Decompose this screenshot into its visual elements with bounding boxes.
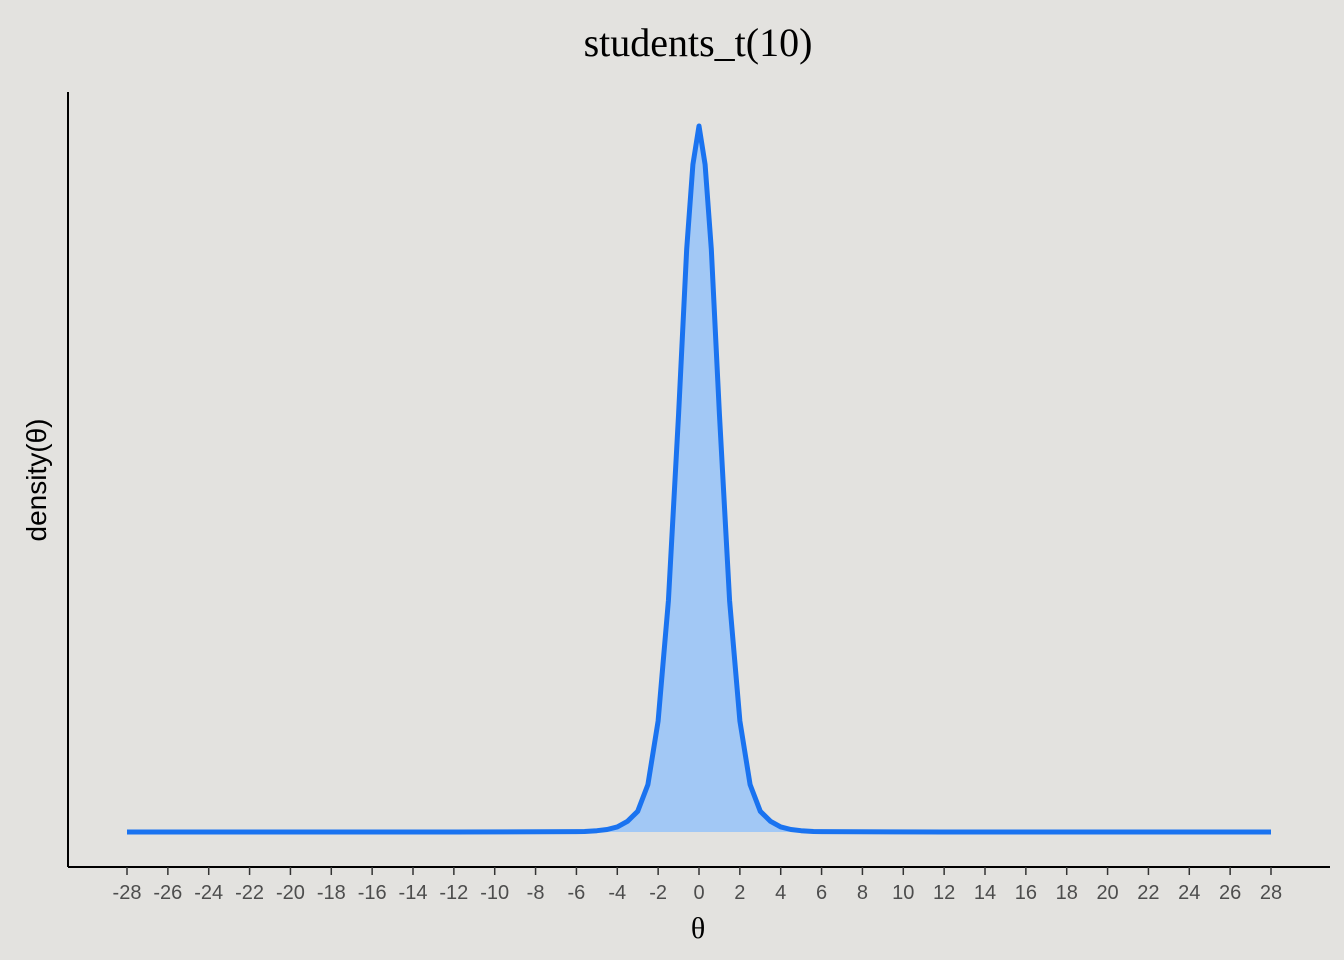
x-tick-label: 8 bbox=[857, 882, 868, 904]
x-tick-label: -14 bbox=[399, 882, 428, 904]
density-line bbox=[127, 123, 1271, 835]
x-tick-label: 24 bbox=[1178, 882, 1200, 904]
x-tick-label: -22 bbox=[235, 882, 264, 904]
x-tick-label: 2 bbox=[734, 882, 745, 904]
x-axis-ticks: -28 -26 -24 -22 -20 -18 -16 -14 -12 -10 -8 -6 -4 -2 0 2… bbox=[113, 867, 1282, 904]
x-tick-label: 22 bbox=[1137, 882, 1159, 904]
x-tick-label: 10 bbox=[892, 882, 914, 904]
x-tick-label: -8 bbox=[527, 882, 545, 904]
x-tick-label: -2 bbox=[649, 882, 667, 904]
x-axis-label: θ bbox=[691, 912, 705, 945]
x-tick-label: 6 bbox=[816, 882, 827, 904]
x-tick-label: -20 bbox=[276, 882, 305, 904]
x-tick-label: 4 bbox=[775, 882, 786, 904]
y-axis-label: density(θ) bbox=[21, 419, 52, 542]
x-tick-label: 26 bbox=[1219, 882, 1241, 904]
density-area-fill bbox=[127, 126, 1271, 832]
x-tick-label: 18 bbox=[1056, 882, 1078, 904]
x-tick-label: -12 bbox=[439, 882, 468, 904]
x-tick-label: 28 bbox=[1260, 882, 1282, 904]
x-tick-label: 20 bbox=[1096, 882, 1118, 904]
x-tick-label: 0 bbox=[693, 882, 704, 904]
x-tick-label: -26 bbox=[153, 882, 182, 904]
x-tick-label: 12 bbox=[933, 882, 955, 904]
x-tick-label: -4 bbox=[608, 882, 626, 904]
x-tick-label: -24 bbox=[194, 882, 223, 904]
x-tick-label: -6 bbox=[568, 882, 586, 904]
x-tick-label: -10 bbox=[480, 882, 509, 904]
x-tick-label: -28 bbox=[113, 882, 142, 904]
x-tick-label: -16 bbox=[358, 882, 387, 904]
x-tick-label: 16 bbox=[1015, 882, 1037, 904]
chart-title: students_t(10) bbox=[584, 20, 813, 65]
x-tick-label: 14 bbox=[974, 882, 996, 904]
x-tick-label: -18 bbox=[317, 882, 346, 904]
